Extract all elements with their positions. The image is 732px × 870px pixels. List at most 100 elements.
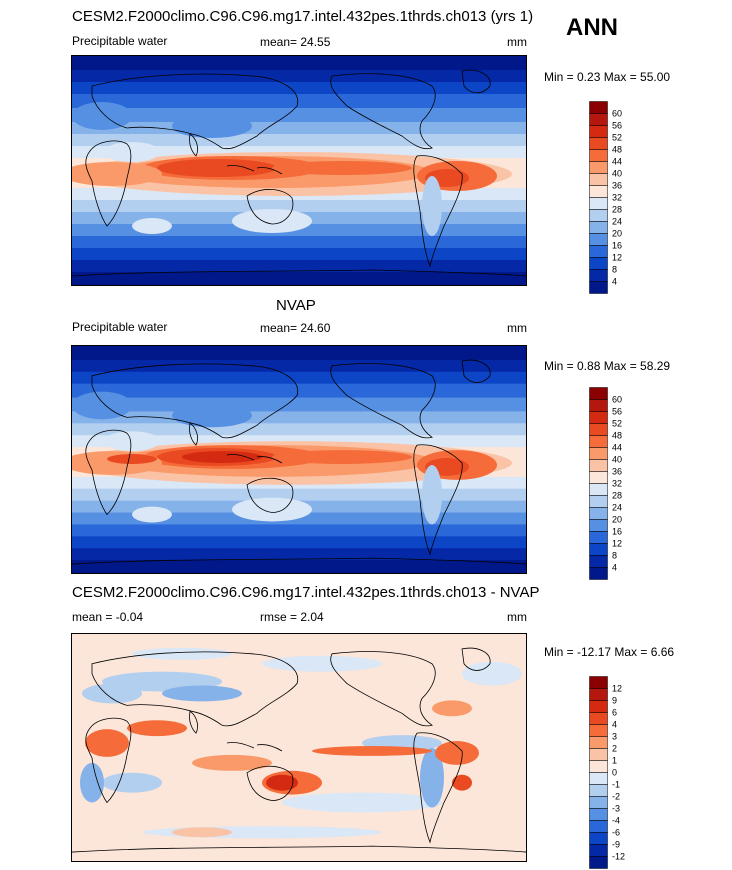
panel-2-units-label: mm — [507, 321, 527, 335]
colorbar-swatch — [589, 567, 608, 580]
season-label: ANN — [566, 14, 618, 41]
colorbar-tick-label: 44 — [612, 443, 622, 453]
colorbar-swatch — [589, 676, 608, 689]
colorbar-swatch — [589, 820, 608, 833]
colorbar-swatch — [589, 399, 608, 412]
colorbar-swatch — [589, 221, 608, 234]
panel-2-colorbar: 60 56 52 48 44 40 36 32 28 24 20 16 12 8 4 — [589, 387, 629, 581]
colorbar-tick-label: -6 — [612, 828, 620, 838]
colorbar-swatch — [589, 209, 608, 222]
panel-3-units-label: mm — [507, 610, 527, 624]
colorbar-swatch — [589, 784, 608, 797]
colorbar-swatch — [589, 185, 608, 198]
colorbar-swatch — [589, 447, 608, 460]
colorbar-tick-label: 20 — [612, 515, 622, 525]
panel-1-units-label: mm — [507, 35, 527, 49]
panel-2-title: NVAP — [276, 297, 316, 314]
panel-1-title: CESM2.F2000climo.C96.C96.mg17.intel.432p… — [72, 8, 534, 25]
colorbar-tick-label: -1 — [612, 780, 620, 790]
colorbar-tick-label: 16 — [612, 241, 622, 251]
colorbar-swatch — [589, 772, 608, 785]
colorbar-swatch — [589, 245, 608, 258]
colorbar-tick-label: 16 — [612, 527, 622, 537]
colorbar-swatch — [589, 736, 608, 749]
colorbar-tick-label: 48 — [612, 145, 622, 155]
colorbar-tick-label: 40 — [612, 455, 622, 465]
panel-2-minmax-label: Min = 0.88 Max = 58.29 — [544, 359, 671, 373]
colorbar-swatch — [589, 435, 608, 448]
colorbar-tick-label: 60 — [612, 395, 622, 405]
colorbar-tick-label: 2 — [612, 744, 617, 754]
panel-3-map — [71, 633, 527, 862]
colorbar-swatch — [589, 269, 608, 282]
colorbar-swatch — [589, 173, 608, 186]
colorbar-swatch — [589, 411, 608, 424]
colorbar-tick-label: -12 — [612, 852, 625, 862]
colorbar-tick-label: 1 — [612, 756, 617, 766]
panel-3-title: CESM2.F2000climo.C96.C96.mg17.intel.432p… — [72, 584, 540, 601]
colorbar-swatch — [589, 700, 608, 713]
panel-1-colorbar: 60 56 52 48 44 40 36 32 28 24 20 16 12 8 4 — [589, 101, 629, 295]
colorbar-swatch — [589, 257, 608, 270]
colorbar-swatch — [589, 796, 608, 809]
colorbar-swatch — [589, 844, 608, 857]
colorbar-tick-label: 20 — [612, 229, 622, 239]
colorbar-tick-label: 24 — [612, 503, 622, 513]
colorbar-tick-label: 4 — [612, 563, 617, 573]
colorbar-swatch — [589, 808, 608, 821]
colorbar-swatch — [589, 423, 608, 436]
colorbar-tick-label: 12 — [612, 684, 622, 694]
colorbar-tick-label: 12 — [612, 539, 622, 549]
panel-2-map — [71, 345, 527, 574]
colorbar-swatch — [589, 161, 608, 174]
colorbar-swatch — [589, 495, 608, 508]
colorbar-swatch — [589, 137, 608, 150]
colorbar-swatch — [589, 531, 608, 544]
colorbar-swatch — [589, 459, 608, 472]
colorbar-tick-label: 52 — [612, 419, 622, 429]
colorbar-tick-label: 8 — [612, 265, 617, 275]
colorbar-tick-label: 24 — [612, 217, 622, 227]
colorbar-swatch — [589, 543, 608, 556]
colorbar-tick-label: 4 — [612, 277, 617, 287]
colorbar-tick-label: 60 — [612, 109, 622, 119]
panel-1-minmax-label: Min = 0.23 Max = 55.00 — [544, 70, 671, 84]
colorbar-swatch — [589, 748, 608, 761]
panel-1-variable-label: Precipitable water — [72, 34, 168, 48]
colorbar-tick-label: -2 — [612, 792, 620, 802]
colorbar-tick-label: 36 — [612, 181, 622, 191]
panel-3-mean-label: mean = -0.04 — [72, 610, 144, 624]
colorbar-tick-label: 6 — [612, 708, 617, 718]
colorbar-swatch — [589, 555, 608, 568]
colorbar-tick-label: 52 — [612, 133, 622, 143]
colorbar-tick-label: -3 — [612, 804, 620, 814]
colorbar-tick-label: -4 — [612, 816, 620, 826]
panel-3-minmax-label: Min = -12.17 Max = 6.66 — [544, 645, 675, 659]
colorbar-swatch — [589, 724, 608, 737]
colorbar-swatch — [589, 856, 608, 869]
colorbar-swatch — [589, 149, 608, 162]
colorbar-swatch — [589, 125, 608, 138]
colorbar-tick-label: 8 — [612, 551, 617, 561]
colorbar-tick-label: 9 — [612, 696, 617, 706]
panel-3-rmse-label: rmse = 2.04 — [260, 610, 324, 624]
colorbar-swatch — [589, 760, 608, 773]
colorbar-tick-label: 44 — [612, 157, 622, 167]
colorbar-swatch — [589, 233, 608, 246]
panel-2-variable-label: Precipitable water — [72, 320, 168, 334]
colorbar-swatch — [589, 471, 608, 484]
colorbar-swatch — [589, 113, 608, 126]
panel-1-mean-label: mean= 24.55 — [260, 35, 331, 49]
colorbar-tick-label: 36 — [612, 467, 622, 477]
colorbar-swatch — [589, 712, 608, 725]
colorbar-swatch — [589, 281, 608, 294]
colorbar-swatch — [589, 832, 608, 845]
colorbar-tick-label: 28 — [612, 491, 622, 501]
colorbar-tick-label: 32 — [612, 193, 622, 203]
colorbar-tick-label: 48 — [612, 431, 622, 441]
colorbar-swatch — [589, 483, 608, 496]
colorbar-swatch — [589, 197, 608, 210]
colorbar-tick-label: 4 — [612, 720, 617, 730]
colorbar-tick-label: 40 — [612, 169, 622, 179]
colorbar-tick-label: 56 — [612, 407, 622, 417]
